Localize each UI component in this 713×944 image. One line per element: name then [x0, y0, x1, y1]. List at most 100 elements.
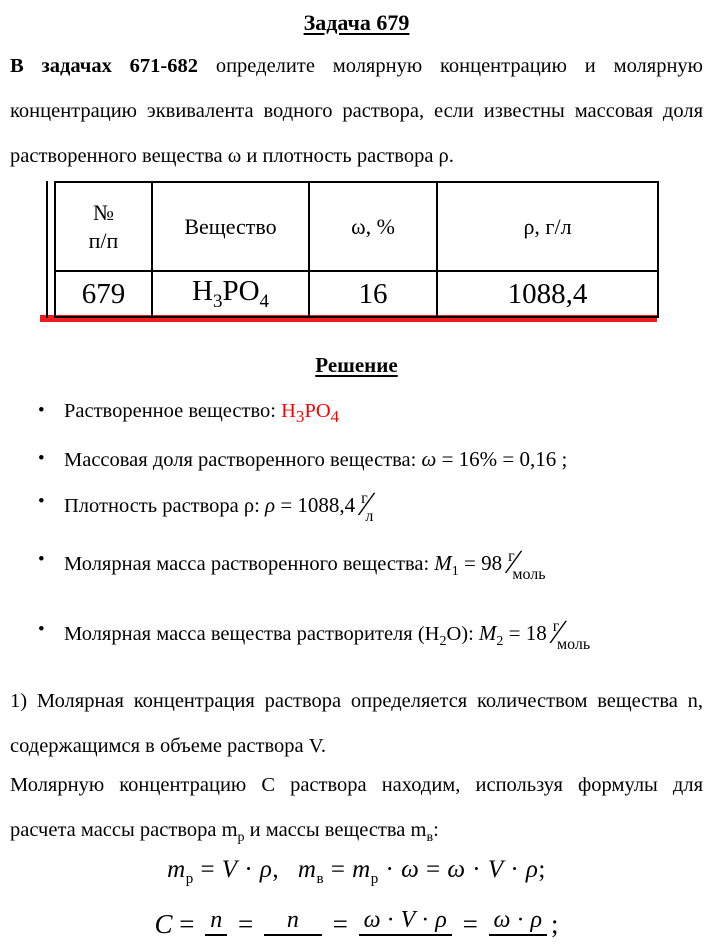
chem-symbol: H — [281, 400, 296, 422]
var-M-subscript: 2 — [496, 634, 504, 650]
chem-symbol: PO — [304, 400, 331, 422]
formula-concentration: C = n = n = ω · V · ρ = ω · ρ; — [10, 904, 703, 944]
var-m-subscript-p: р — [237, 830, 245, 846]
fraction-bar — [205, 933, 228, 936]
unit-denominator: моль — [557, 636, 591, 654]
math-expression: ρ = 1088,4 г∕л — [264, 486, 373, 525]
math-rhs: = 18 — [503, 621, 547, 646]
var-rho: ρ — [259, 855, 273, 883]
bullet-dot-icon: • — [38, 491, 45, 513]
bullet-dot-icon: • — [38, 619, 45, 641]
fraction-numerator: n — [205, 907, 227, 934]
col-header-num: № п/п — [54, 181, 153, 272]
equals-sign: = — [324, 855, 353, 883]
var-m-subscript-p: p — [370, 870, 379, 887]
unit-denominator: л — [365, 508, 374, 526]
var-n: n — [210, 906, 223, 933]
substance-formula: H3PO4 — [281, 400, 339, 426]
fraction-bar — [488, 933, 548, 936]
intro-lead: В задачах 671-682 — [10, 55, 199, 77]
bullet-text: Растворенное вещество: H3PO4 — [64, 390, 703, 438]
fraction-n-1: n — [205, 907, 228, 936]
multiply-dot: · — [380, 906, 401, 933]
var-rho: ρ — [264, 493, 276, 518]
var-V: V — [221, 855, 238, 883]
bullet-dot-icon: • — [38, 448, 45, 470]
unit-numerator: г — [361, 490, 368, 508]
fraction-slash-icon: ∕ — [555, 614, 562, 652]
bullet-dot-icon: • — [38, 549, 45, 571]
chem-subscript: 4 — [259, 290, 270, 312]
var-V: V — [487, 855, 504, 883]
unit-numerator: г — [508, 548, 515, 566]
equals-sign: = — [172, 908, 202, 939]
math-rhs: = 1088,4 — [275, 493, 356, 518]
cell-substance: H3PO4 — [151, 270, 310, 318]
bullet-dot-icon: • — [38, 400, 45, 421]
equals-sign: = — [193, 855, 222, 883]
math-tail: ; — [556, 447, 568, 472]
bullet-item-substance: • Растворенное вещество: H3PO4 — [10, 390, 703, 438]
var-m-subscript-v: в — [426, 830, 434, 846]
multiply-dot: · — [503, 855, 526, 883]
conditions-table-wrap: № п/п Вещество ω, % ρ, г/л 679 H3PO4 16 … — [46, 181, 666, 318]
var-m-subscript-p: p — [185, 870, 194, 887]
bullet-label: Плотность раствора ρ: — [64, 495, 260, 518]
bullet-label: Молярная масса вещества растворителя (H — [64, 623, 440, 646]
col-header-substance: Вещество — [151, 181, 310, 272]
bullet-text: Массовая доля растворенного вещества: ω … — [64, 438, 703, 481]
math-rhs: = 98 — [458, 551, 503, 576]
bullet-label: Растворенное вещество: — [64, 400, 276, 422]
var-C: C — [154, 908, 173, 939]
math-expression: M1 = 98 г∕моль — [434, 544, 545, 583]
chem-symbol: PO — [222, 275, 260, 308]
math-expression: M2 = 18 г∕моль — [478, 614, 590, 653]
bullet-text: Молярная масса растворенного вещества: M… — [64, 539, 703, 593]
bullet-item-molar-mass-solute: • Молярная масса растворенного вещества:… — [10, 539, 703, 593]
intro-rest: определите молярную концентрацию и моляр… — [10, 55, 703, 167]
table-header-row: № п/п Вещество ω, % ρ, г/л — [54, 181, 659, 272]
var-V: V — [400, 906, 416, 933]
cell-number: 679 — [54, 270, 153, 318]
bullet-label: Молярная масса растворенного вещества: — [64, 553, 430, 576]
cell-density: 1088,4 — [436, 270, 659, 318]
multiply-dot: · — [378, 855, 402, 883]
solution-heading: Решение — [315, 353, 398, 377]
bullet-label: Массовая доля растворенного вещества: — [64, 449, 417, 472]
unit-fraction-g-per-l: г∕л — [361, 481, 373, 529]
var-rho: ρ — [525, 855, 539, 883]
fraction-omega-rho: ω · ρ — [488, 907, 548, 936]
var-omega: ω — [363, 906, 381, 933]
equals-sign: = — [325, 908, 355, 939]
var-M-subscript: 1 — [451, 564, 459, 580]
fraction-slash-icon: ∕ — [510, 544, 517, 582]
cell-omega: 16 — [308, 270, 438, 318]
table-data-row: 679 H3PO4 16 1088,4 — [54, 270, 659, 318]
col-header-omega: ω, % — [308, 181, 438, 272]
col-header-num-line1: № — [93, 199, 114, 225]
var-M: M — [434, 551, 452, 576]
formula-masses: mp = V · ρ, mв = mp · ω = ω · V · ρ; — [10, 851, 703, 898]
multiply-dot: · — [237, 855, 260, 883]
var-rho: ρ — [435, 906, 447, 933]
var-n: n — [286, 906, 299, 933]
fraction-numerator: ω · ρ — [489, 907, 547, 934]
var-M: M — [478, 621, 497, 646]
chem-symbol: H — [191, 275, 213, 308]
equals-sign: = — [231, 908, 260, 939]
paragraph-text: Молярную концентрацию С раствора находим… — [10, 774, 703, 842]
fraction-numerator: ω · V · ρ — [359, 907, 452, 934]
math-rhs: = 16% = 0,16 — [436, 447, 557, 472]
intro-paragraph: В задачах 671-682 определите молярную ко… — [10, 44, 703, 179]
var-omega: ω — [447, 855, 466, 883]
semicolon: ; — [551, 908, 559, 939]
var-rho: ρ — [530, 906, 543, 933]
paragraph-text: : — [433, 819, 439, 842]
conditions-table: № п/п Вещество ω, % ρ, г/л 679 H3PO4 16 … — [54, 181, 659, 318]
multiply-dot: · — [510, 906, 531, 933]
chem-subscript: 3 — [212, 290, 223, 312]
unit-fraction-g-per-mol: г∕моль — [508, 539, 545, 587]
var-omega: ω — [401, 855, 420, 883]
bullet-item-molar-mass-solvent: • Молярная масса вещества растворителя (… — [10, 609, 703, 663]
